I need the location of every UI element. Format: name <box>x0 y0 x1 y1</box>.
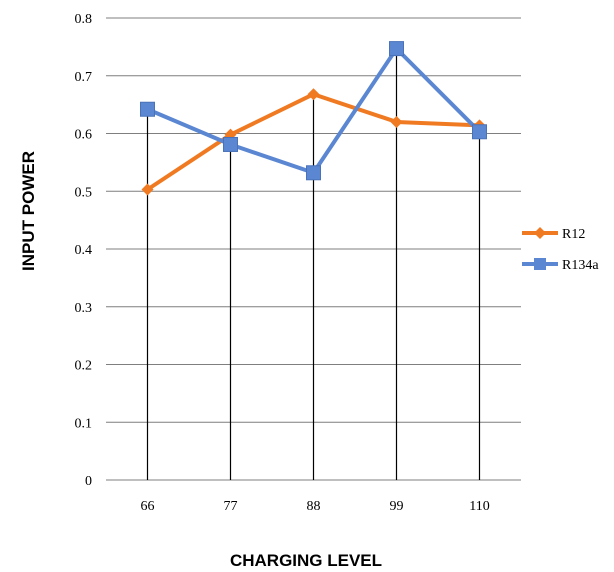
x-axis-ticks: 66 77 88 99 110 <box>141 499 490 514</box>
data-point-r134a <box>223 136 238 152</box>
x-axis-title: CHARGING LEVEL <box>230 551 382 570</box>
data-point-r134a <box>306 165 321 181</box>
y-axis-title: INPUT POWER <box>19 151 38 271</box>
legend-marker <box>534 227 546 239</box>
x-tick-label: 88 <box>307 499 321 514</box>
data-point-r12 <box>141 183 154 196</box>
x-tick-label: 99 <box>390 499 404 514</box>
legend: R12 R134a <box>522 227 599 273</box>
x-tick-label: 66 <box>141 499 155 514</box>
x-tick-label: 110 <box>469 499 489 514</box>
drop-lines <box>146 48 481 480</box>
legend-marker <box>534 258 546 270</box>
y-tick-label: 0.1 <box>75 416 93 431</box>
y-tick-label: 0.8 <box>75 12 93 27</box>
data-point-r12 <box>307 88 320 101</box>
y-tick-label: 0.4 <box>75 243 93 258</box>
y-tick-label: 0.2 <box>75 359 93 374</box>
x-tick-label: 77 <box>224 499 238 514</box>
y-tick-label: 0.7 <box>75 70 93 85</box>
y-tick-label: 0 <box>85 474 92 489</box>
series-layer <box>140 41 487 196</box>
data-point-r134a <box>389 41 404 57</box>
legend-label: R12 <box>562 227 585 242</box>
y-tick-label: 0.6 <box>75 128 93 143</box>
legend-label: R134a <box>562 258 599 273</box>
y-tick-label: 0.5 <box>75 185 93 200</box>
y-axis-ticks: 0 0.1 0.2 0.3 0.4 0.5 0.6 0.7 0.8 <box>75 12 93 489</box>
data-point-r134a <box>472 124 487 140</box>
data-point-r12 <box>390 115 403 128</box>
y-tick-label: 0.3 <box>75 301 93 316</box>
data-point-r134a <box>140 101 155 117</box>
